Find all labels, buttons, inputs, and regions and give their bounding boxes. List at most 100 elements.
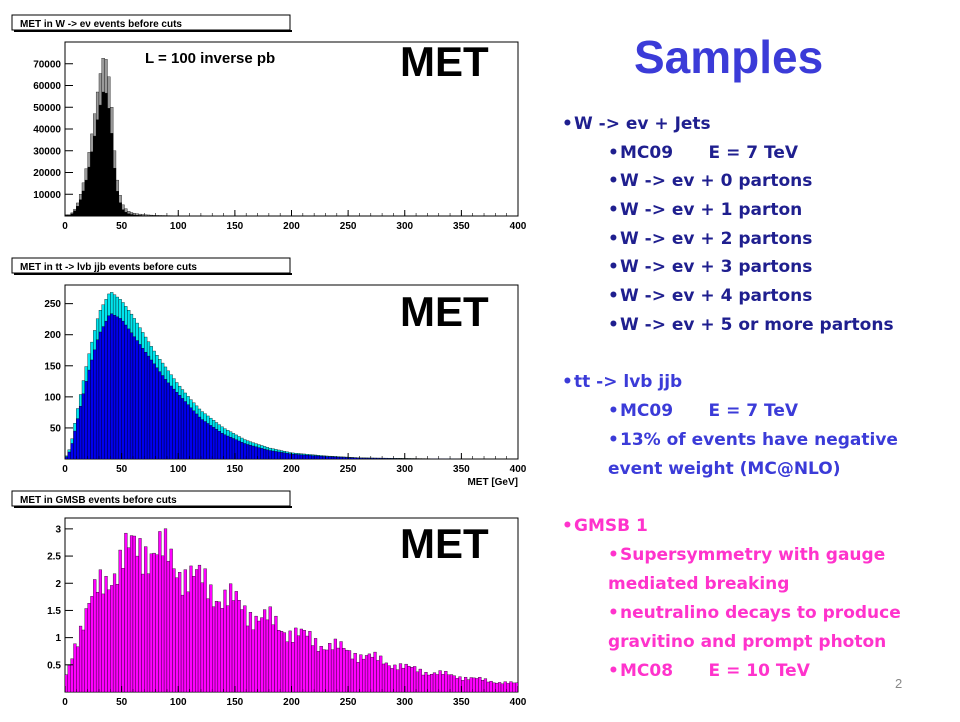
histogram-bin [243, 443, 246, 459]
histogram-bin [241, 610, 244, 692]
histogram-bin [354, 653, 357, 692]
x-tick-label: 400 [510, 221, 527, 232]
histogram-bin [99, 105, 102, 216]
y-tick-label: 3 [55, 524, 61, 535]
histogram-bin [116, 191, 119, 216]
histogram-bin [124, 325, 127, 459]
histogram-bin [90, 360, 93, 459]
bullet-dot-icon: • [562, 512, 573, 540]
bullet-dot-icon: • [608, 253, 619, 281]
bullet-text: neutralino decays to produce [620, 603, 901, 623]
x-tick-label: 0 [62, 464, 68, 475]
histogram-bin [357, 662, 360, 692]
histogram-bin [368, 458, 371, 459]
bullet-text: MC09 E = 7 TeV [620, 143, 798, 163]
histogram-bin [119, 550, 122, 692]
histogram-bin [102, 594, 105, 692]
histogram-bin [147, 356, 150, 459]
histogram-bin [150, 554, 153, 692]
bullet-w-head: •W -> ev + Jets [574, 110, 711, 138]
histogram-bin [266, 450, 269, 459]
histogram-bin [507, 683, 510, 692]
bullet-text: GMSB 1 [574, 516, 648, 536]
histogram-bin [158, 531, 161, 692]
bullet-text: event weight (MC@NLO) [608, 459, 841, 479]
histogram-bin [116, 584, 119, 692]
histogram-bin [340, 457, 343, 459]
histogram-bin [178, 572, 181, 692]
bullet-text: W -> ev + 3 partons [620, 257, 812, 277]
histogram-bin [147, 574, 150, 692]
y-tick-label: 60000 [33, 81, 61, 92]
histogram-bin [362, 458, 365, 459]
histogram-bin [218, 431, 221, 459]
histogram-bin [331, 650, 334, 692]
y-tick-label: 0.5 [47, 660, 61, 671]
histogram-bin [306, 455, 309, 459]
histogram-bin [328, 643, 331, 692]
histogram-bin [238, 600, 241, 692]
histogram-bin [204, 569, 207, 692]
histogram-bin [399, 664, 402, 692]
x-tick-label: 100 [170, 221, 187, 232]
bullet-w-item: •W -> ev + 2 partons [620, 225, 812, 253]
histogram-bin [320, 456, 323, 459]
x-tick-label: 150 [227, 464, 244, 475]
bullet-gmsb-item-cont: mediated breaking [608, 570, 789, 598]
y-tick-label: 20000 [33, 168, 61, 179]
bullet-text: Supersymmetry with gauge [620, 545, 885, 565]
slide-title: Samples [634, 30, 823, 84]
histogram-bin [198, 417, 201, 459]
histogram-bin [124, 212, 127, 216]
histogram-bin [300, 629, 303, 692]
histogram-bin [379, 458, 382, 459]
chart-title: MET in W -> eν events before cuts [20, 19, 182, 30]
bullet-dot-icon: • [608, 657, 619, 685]
y-tick-label: 10000 [33, 190, 61, 201]
histogram-bin [249, 612, 252, 692]
chart-title-shadow [14, 506, 292, 508]
histogram-bin [374, 652, 377, 692]
histogram-bin [283, 633, 286, 692]
histogram-bin [456, 678, 459, 692]
histogram-bin [218, 602, 221, 692]
histogram-bin [85, 180, 88, 216]
histogram-bin [224, 435, 227, 459]
bullet-dot-icon: • [608, 196, 619, 224]
histogram-bin [277, 630, 280, 692]
met-label-2: MET [400, 288, 489, 336]
bullet-tt-head: •tt -> lvb jjb [574, 368, 682, 396]
histogram-bin [269, 451, 272, 459]
histogram-bin [297, 455, 300, 459]
x-tick-label: 100 [170, 697, 187, 708]
histogram-bin [133, 337, 136, 459]
histogram-bin [71, 443, 74, 459]
histogram-bin [286, 453, 289, 459]
histogram-bin [359, 655, 362, 692]
histogram-bin [173, 569, 176, 692]
histogram-bin [133, 215, 136, 216]
histogram-bin [300, 455, 303, 459]
chart-title-shadow [14, 273, 292, 275]
histogram-bin [487, 682, 490, 692]
histogram-bin [371, 657, 374, 692]
x-tick-label: 0 [62, 697, 68, 708]
histogram-bin [90, 596, 93, 692]
histogram-bin [133, 536, 136, 692]
y-tick-label: 1.5 [47, 606, 61, 617]
histogram-bin [311, 646, 314, 692]
histogram-bin [156, 555, 159, 692]
histogram-bin [317, 651, 320, 692]
histogram-bin [286, 642, 289, 692]
bullet-dot-icon: • [608, 139, 619, 167]
histogram-bin [107, 316, 110, 459]
histogram-bin [153, 553, 156, 692]
histogram-bin [110, 133, 113, 216]
histogram-bin [442, 674, 445, 692]
histogram-bin [226, 606, 229, 692]
bullet-text: 13% of events have negative [620, 430, 898, 450]
histogram-bin [357, 458, 360, 459]
histogram-bin [212, 427, 215, 459]
histogram-bin [93, 350, 96, 459]
bullet-dot-icon: • [562, 368, 573, 396]
